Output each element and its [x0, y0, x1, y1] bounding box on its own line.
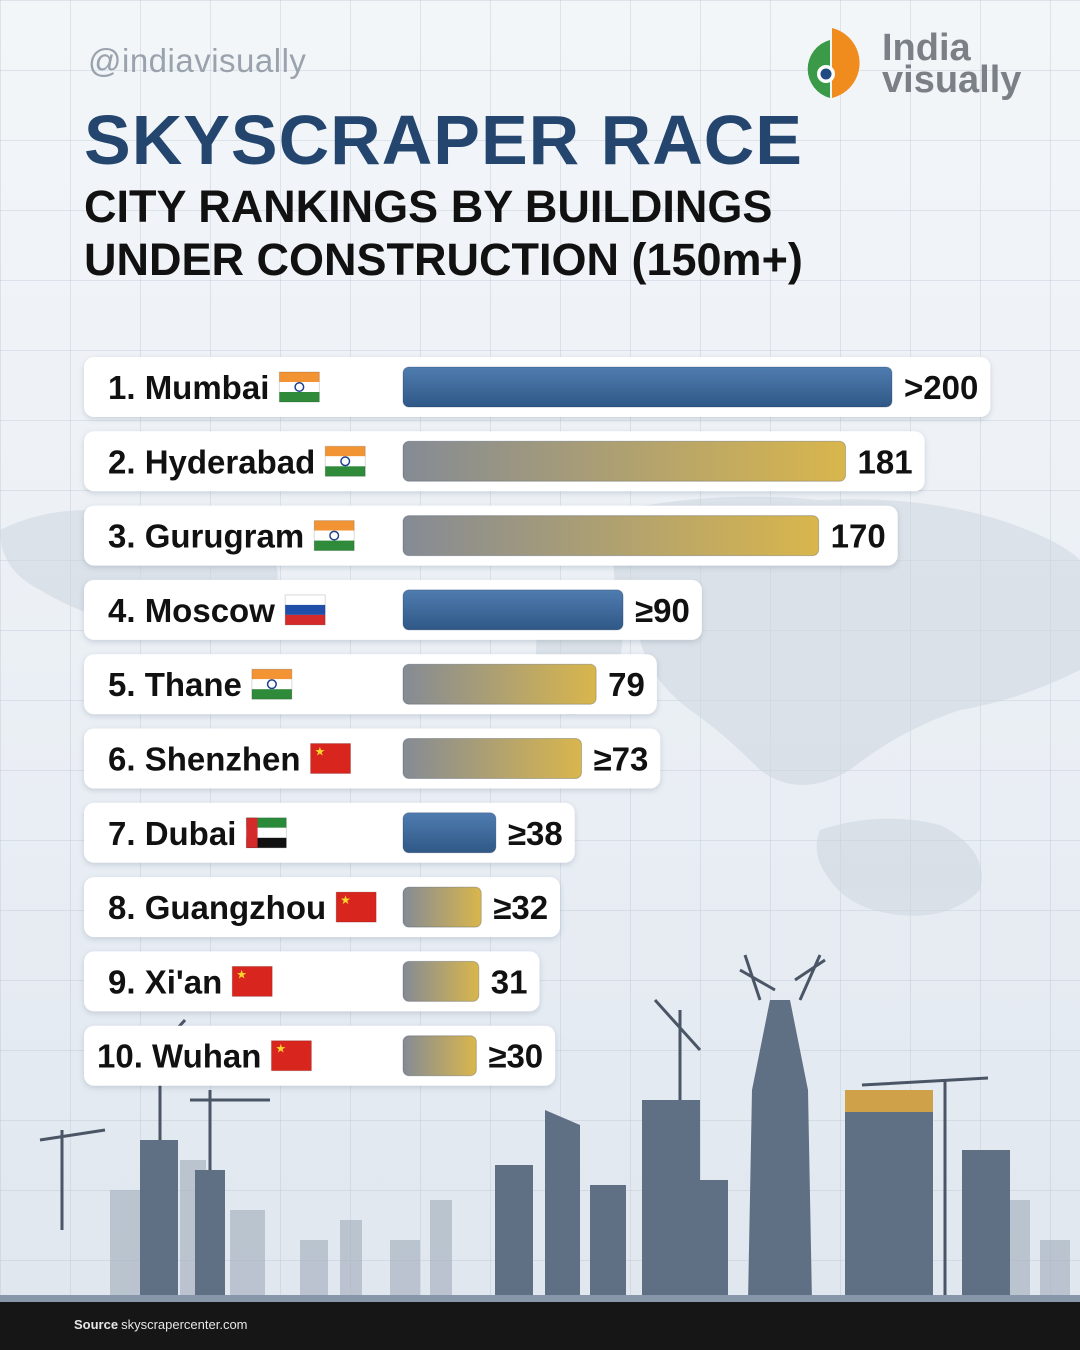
value-label: ≥90: [635, 592, 690, 629]
city-label: 10. Wuhan: [97, 1038, 261, 1075]
logo-mark-icon: [807, 28, 860, 98]
svg-text:★: ★: [315, 745, 326, 759]
svg-text:★: ★: [340, 893, 351, 907]
value-label: >200: [904, 369, 978, 406]
bar: [402, 589, 624, 631]
value-label: 181: [858, 443, 913, 480]
bar: [402, 960, 480, 1002]
india-flag-icon: [251, 668, 293, 700]
value-label: 31: [491, 963, 528, 1000]
city-label: 8. Guangzhou: [108, 889, 326, 926]
chart-row: 5. Thane 79: [84, 654, 657, 715]
chart-row: 7. Dubai ≥38: [84, 802, 575, 863]
source-label: Source: [74, 1317, 119, 1332]
chart-row: 6. Shenzhen ★ ≥73: [84, 728, 661, 789]
value-label: ≥32: [493, 889, 548, 926]
city-label: 7. Dubai: [108, 815, 236, 852]
city-label: 5. Thane: [108, 666, 242, 703]
bar: [402, 1035, 477, 1077]
bar: [402, 440, 847, 482]
bar: [402, 738, 582, 779]
city-label: 9. Xi'an: [108, 963, 222, 1000]
logo-line-1: India: [882, 27, 971, 69]
russia-flag-icon: [284, 594, 326, 626]
page-subtitle: CITY RANKINGS BY BUILDINGS UNDER CONSTRU…: [84, 180, 984, 286]
value-label: ≥73: [593, 741, 648, 778]
construction-skyline-illustration: [0, 954, 1080, 1302]
bar: [402, 663, 597, 705]
source-value: skyscrapercenter.com: [121, 1317, 248, 1332]
value-label: ≥30: [488, 1038, 543, 1075]
value-label: ≥38: [508, 815, 563, 852]
chart-row: 3. Gurugram 170: [84, 505, 898, 566]
chart-row: 8. Guangzhou ★ ≥32: [84, 877, 561, 938]
page-title: SKYSCRAPER RACE: [84, 101, 803, 179]
footer-bar: Source skyscrapercenter.com: [0, 1302, 1080, 1350]
chart-row: 10. Wuhan ★ ≥30: [84, 1025, 556, 1086]
svg-text:★: ★: [275, 1042, 286, 1056]
logo-text: India visually: [882, 27, 1022, 101]
subtitle-line-1: CITY RANKINGS BY BUILDINGS: [84, 181, 773, 232]
city-label: 3. Gurugram: [108, 518, 304, 555]
svg-text:★: ★: [236, 967, 247, 981]
india-flag-icon: [278, 371, 320, 403]
subtitle-line-2: UNDER CONSTRUCTION (150m+): [84, 234, 803, 285]
chart-row: 2. Hyderabad 181: [84, 431, 925, 492]
chart-row: 1. Mumbai >200: [84, 357, 991, 417]
bar: [402, 886, 482, 928]
china-flag-icon: ★: [231, 965, 273, 997]
logo-line-2: visually: [882, 59, 1022, 101]
india-visually-logo: India visually: [804, 26, 1044, 106]
india-flag-icon: [313, 520, 355, 552]
china-flag-icon: ★: [310, 743, 352, 774]
bar: [402, 515, 820, 557]
uae-flag-icon: [245, 817, 287, 849]
china-flag-icon: ★: [270, 1040, 312, 1072]
city-label: 6. Shenzhen: [108, 741, 301, 778]
social-handle: @indiavisually: [88, 42, 307, 79]
bar: [402, 366, 893, 408]
chart-row: 9. Xi'an ★ 31: [84, 951, 540, 1012]
bar: [402, 812, 497, 854]
chart-row: 4. Moscow ≥90: [84, 579, 702, 640]
city-label: 4. Moscow: [108, 592, 275, 629]
city-label: 2. Hyderabad: [108, 443, 315, 480]
china-flag-icon: ★: [335, 891, 377, 923]
source-credit: Source skyscrapercenter.com: [74, 1317, 248, 1332]
city-label: 1. Mumbai: [108, 369, 269, 406]
value-label: 170: [831, 518, 886, 555]
india-flag-icon: [324, 445, 366, 477]
value-label: 79: [608, 666, 645, 703]
